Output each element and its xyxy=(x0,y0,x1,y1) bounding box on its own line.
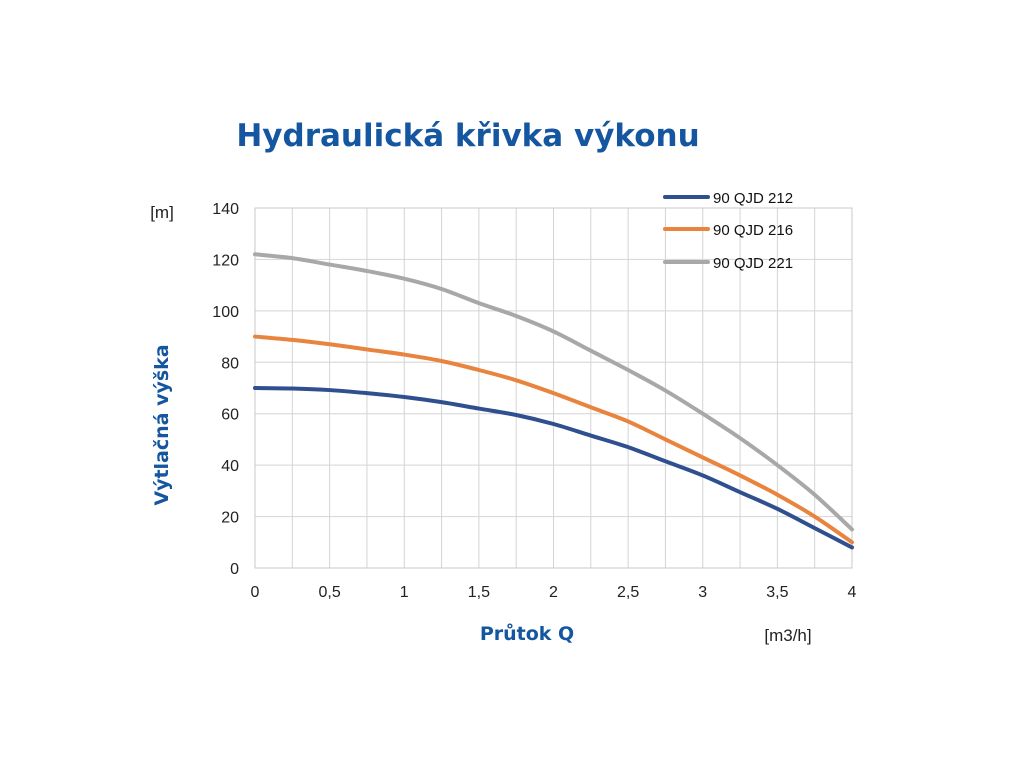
x-unit-label: [m3/h] xyxy=(764,626,811,645)
series-line-2 xyxy=(253,334,854,545)
x-tick-label: 1,5 xyxy=(468,584,490,601)
y-tick-label: 0 xyxy=(230,561,239,578)
chart-title: Hydraulická křivka výkonu xyxy=(236,118,699,154)
y-tick-label: 20 xyxy=(221,510,239,527)
legend: 90 QJD 212 90 QJD 216 90 QJD 221 xyxy=(663,190,793,272)
y-tick-label: 60 xyxy=(221,407,239,424)
y-tick-label: 100 xyxy=(212,304,239,321)
y-tick-label: 80 xyxy=(221,355,239,372)
axes: 0 20 40 60 80 100 120 140 0 0,5 1 1,5 2 2,5 3 3,5 4 xyxy=(212,201,856,601)
x-tick-label: 2 xyxy=(549,584,558,601)
series-lines xyxy=(253,252,854,550)
x-tick-label: 0 xyxy=(251,584,260,601)
series-line-1 xyxy=(253,386,854,550)
series-line-3 xyxy=(253,252,854,532)
x-tick-label: 1 xyxy=(400,584,409,601)
y-tick-label: 120 xyxy=(212,252,239,269)
x-tick-label: 4 xyxy=(848,584,857,601)
y-unit-label: [m] xyxy=(150,203,174,222)
x-tick-label: 3 xyxy=(698,584,707,601)
x-tick-label: 3,5 xyxy=(766,584,788,601)
y-tick-label: 40 xyxy=(221,458,239,475)
legend-label-1: 90 QJD 212 xyxy=(713,190,793,207)
y-tick-label: 140 xyxy=(212,201,239,218)
x-tick-label: 0,5 xyxy=(319,584,341,601)
x-axis-title: Průtok Q xyxy=(480,622,574,645)
legend-label-2: 90 QJD 216 xyxy=(713,222,793,239)
y-axis-title: Výtlačná výška xyxy=(151,344,173,505)
legend-label-3: 90 QJD 221 xyxy=(713,255,793,272)
x-tick-label: 2,5 xyxy=(617,584,639,601)
